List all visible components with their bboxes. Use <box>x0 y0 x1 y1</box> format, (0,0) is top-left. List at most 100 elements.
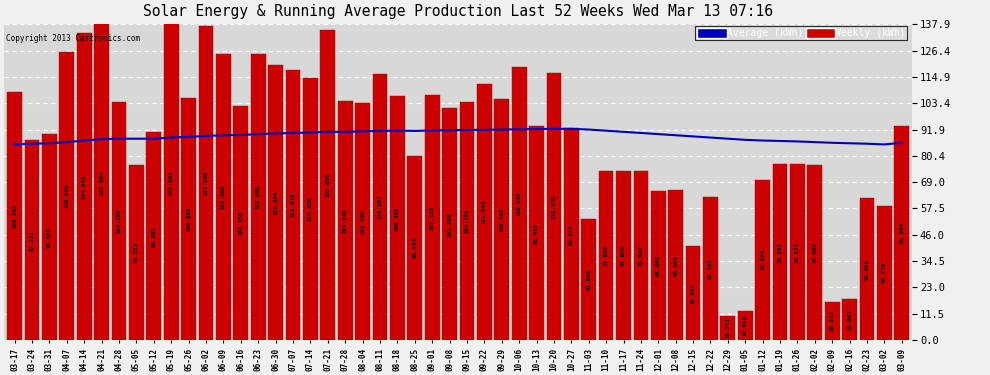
Text: 93.684: 93.684 <box>899 222 904 243</box>
Text: 101.209: 101.209 <box>447 212 452 237</box>
Bar <box>25 140 40 340</box>
Bar <box>894 126 909 340</box>
Text: 125.095: 125.095 <box>255 184 260 209</box>
Text: 118.019: 118.019 <box>290 193 295 217</box>
Bar <box>529 126 544 340</box>
Legend: Average (kWh), Weekly (kWh): Average (kWh), Weekly (kWh) <box>695 26 908 40</box>
Text: 108.282: 108.282 <box>12 204 17 228</box>
Text: 137.902: 137.902 <box>168 170 173 195</box>
Bar <box>112 102 127 340</box>
Text: 104.150: 104.150 <box>117 209 122 233</box>
Text: 65.096: 65.096 <box>655 255 660 276</box>
Bar <box>668 190 683 340</box>
Bar <box>859 198 874 340</box>
Bar <box>650 191 665 340</box>
Text: 137.902: 137.902 <box>99 170 104 195</box>
Text: 107.125: 107.125 <box>430 205 435 230</box>
Bar <box>581 219 596 340</box>
Bar <box>390 96 405 340</box>
Text: 90.892: 90.892 <box>151 226 156 247</box>
Text: 76.353: 76.353 <box>134 242 139 263</box>
Bar <box>772 164 787 340</box>
Bar <box>338 101 352 340</box>
Bar <box>546 74 561 340</box>
Bar <box>459 102 474 340</box>
Bar <box>321 30 336 340</box>
Bar <box>163 24 178 340</box>
Text: 125.096: 125.096 <box>221 184 226 209</box>
Text: 114.336: 114.336 <box>308 197 313 222</box>
Bar <box>407 156 422 340</box>
Text: 102.158: 102.158 <box>239 211 244 236</box>
Bar <box>268 65 283 340</box>
Text: 73.920: 73.920 <box>604 245 609 266</box>
Text: 137.268: 137.268 <box>204 171 209 195</box>
Text: 103.500: 103.500 <box>360 209 365 234</box>
Text: 70.074: 70.074 <box>760 249 765 270</box>
Text: 104.345: 104.345 <box>343 209 347 233</box>
Bar <box>77 33 92 340</box>
Bar <box>703 197 718 340</box>
Bar <box>234 106 248 340</box>
Text: 105.493: 105.493 <box>499 207 504 232</box>
Text: 119.530: 119.530 <box>517 191 522 216</box>
Text: 18.007: 18.007 <box>847 309 852 330</box>
Bar <box>303 78 318 340</box>
Bar <box>721 316 736 340</box>
Text: 16.813: 16.813 <box>830 310 835 332</box>
Text: 58.770: 58.770 <box>882 262 887 284</box>
Bar <box>790 164 805 340</box>
Bar <box>512 66 527 340</box>
Text: 73.688: 73.688 <box>621 245 626 266</box>
Text: 62.505: 62.505 <box>708 258 713 279</box>
Bar <box>285 70 300 340</box>
Title: Solar Energy & Running Average Production Last 52 Weeks Wed Mar 13 07:16: Solar Energy & Running Average Productio… <box>144 4 773 19</box>
Text: 90.035: 90.035 <box>47 226 51 248</box>
Text: 134.043: 134.043 <box>82 174 87 199</box>
Bar <box>355 103 370 340</box>
Bar <box>825 302 840 340</box>
Bar <box>129 165 144 340</box>
Bar <box>250 54 265 340</box>
Bar <box>877 206 892 340</box>
Bar <box>564 128 579 340</box>
Bar <box>59 52 74 340</box>
Text: 80.534: 80.534 <box>412 237 417 258</box>
Bar <box>477 84 492 340</box>
Text: 92.515: 92.515 <box>569 224 574 245</box>
Bar <box>599 171 614 340</box>
Text: 53.056: 53.056 <box>586 269 591 290</box>
Bar <box>372 74 387 340</box>
Text: 116.530: 116.530 <box>551 195 556 219</box>
Bar <box>494 99 509 340</box>
Text: 41.097: 41.097 <box>691 282 696 303</box>
Text: 104.155: 104.155 <box>464 209 469 233</box>
Bar <box>808 165 823 340</box>
Text: 120.094: 120.094 <box>273 190 278 215</box>
Bar <box>755 180 770 340</box>
Text: 10.571: 10.571 <box>726 318 731 339</box>
Bar <box>181 98 196 340</box>
Text: 106.465: 106.465 <box>395 206 400 231</box>
Text: 135.650: 135.650 <box>326 172 331 197</box>
Bar <box>147 132 161 340</box>
Bar <box>42 134 56 340</box>
Bar <box>842 299 857 340</box>
Bar <box>443 108 457 340</box>
Bar <box>686 246 701 340</box>
Text: 93.450: 93.450 <box>534 223 539 244</box>
Text: 62.060: 62.060 <box>864 258 869 279</box>
Text: 126.046: 126.046 <box>64 184 69 208</box>
Text: 105.603: 105.603 <box>186 207 191 231</box>
Text: 65.608: 65.608 <box>673 255 678 276</box>
Bar <box>634 171 648 340</box>
Bar <box>216 54 231 340</box>
Text: 87.321: 87.321 <box>30 230 35 251</box>
Text: 76.668: 76.668 <box>813 242 818 263</box>
Bar <box>738 310 752 340</box>
Text: 111.944: 111.944 <box>482 200 487 224</box>
Text: 12.918: 12.918 <box>742 315 747 336</box>
Bar <box>425 95 440 340</box>
Bar <box>7 92 22 340</box>
Text: 76.882: 76.882 <box>777 242 782 262</box>
